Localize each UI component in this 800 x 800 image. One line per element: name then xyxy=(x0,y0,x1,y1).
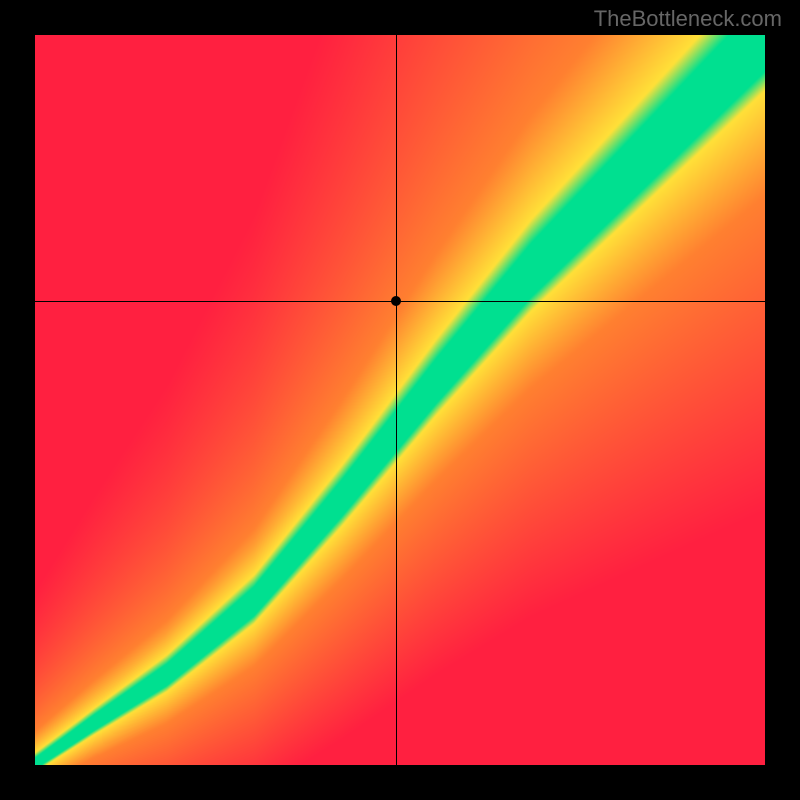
data-point-marker xyxy=(391,296,401,306)
heatmap-canvas xyxy=(35,35,765,765)
crosshair-vertical xyxy=(396,35,397,765)
watermark-text: TheBottleneck.com xyxy=(594,6,782,32)
chart-area xyxy=(35,35,765,765)
chart-container: TheBottleneck.com xyxy=(0,0,800,800)
